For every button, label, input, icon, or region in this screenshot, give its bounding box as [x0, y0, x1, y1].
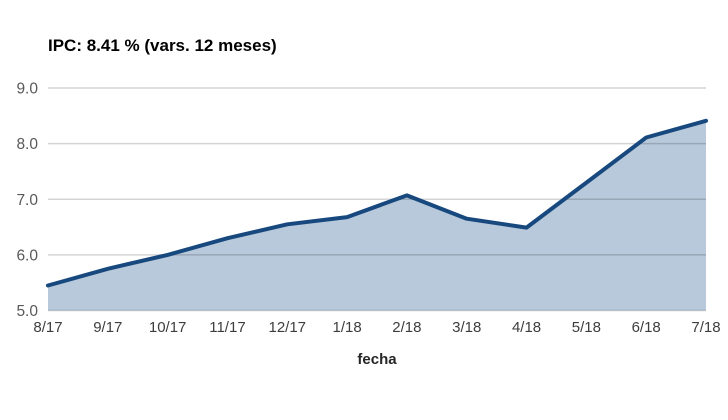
y-tick-label: 7.0 [16, 192, 38, 209]
y-tick-label: 6.0 [16, 247, 38, 264]
x-tick-label: 7/18 [691, 319, 720, 336]
x-tick-label: 3/18 [452, 319, 481, 336]
x-tick-label: 1/18 [332, 319, 361, 336]
y-tick-label: 5.0 [16, 303, 38, 320]
data-line [46, 118, 708, 288]
y-tick-label: 8.0 [16, 136, 38, 153]
x-axis-title: fecha [357, 351, 397, 368]
x-tick-label: 9/17 [93, 319, 122, 336]
area-fill [48, 120, 706, 311]
x-tick-label: 12/17 [268, 319, 306, 336]
x-tick-label: 6/18 [632, 319, 661, 336]
x-tick-label: 5/18 [572, 319, 601, 336]
y-tick-label: 9.0 [16, 81, 38, 98]
x-tick-label: 10/17 [149, 319, 187, 336]
x-tick-label: 4/18 [512, 319, 541, 336]
x-tick-label: 8/17 [33, 319, 62, 336]
x-tick-label: 2/18 [392, 319, 421, 336]
x-tick-label: 11/17 [209, 319, 245, 336]
chart-title: IPC: 8.41 % (vars. 12 meses) [48, 36, 277, 55]
